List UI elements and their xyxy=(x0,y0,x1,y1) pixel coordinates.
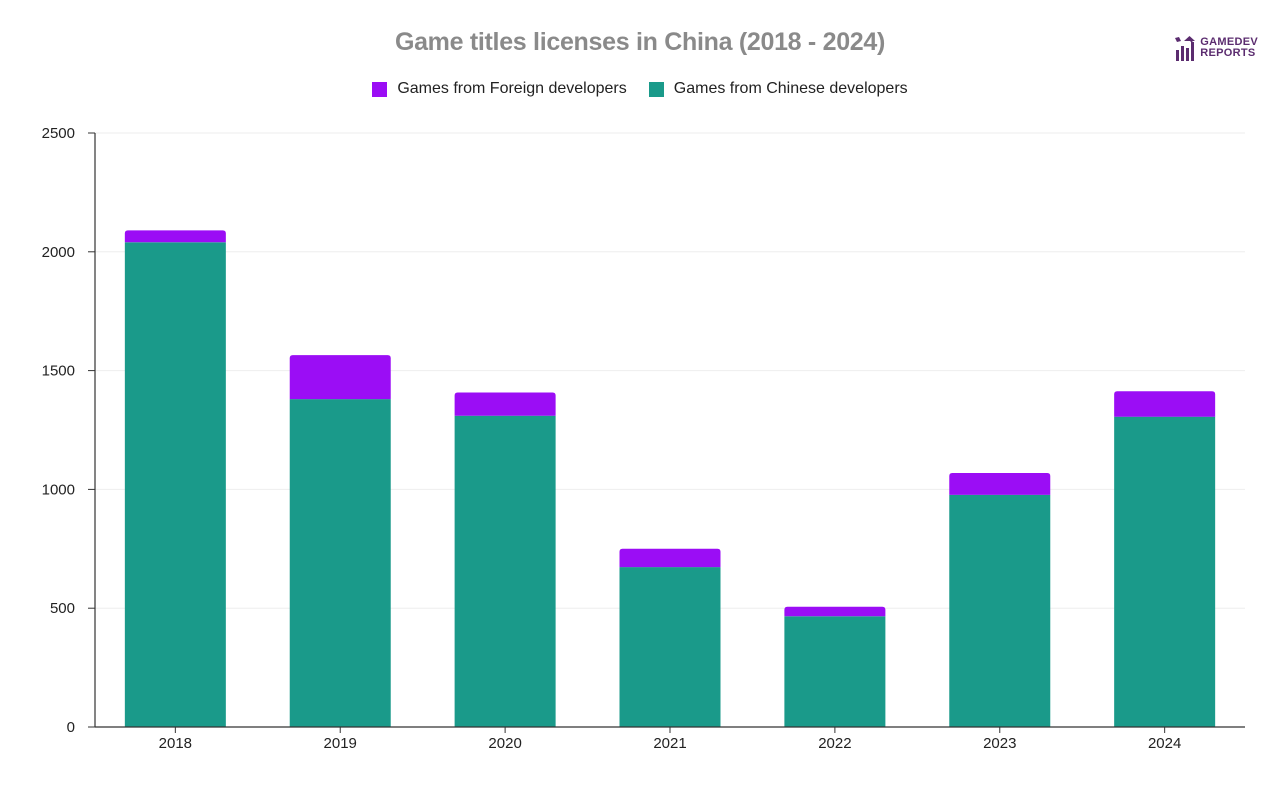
bar-chinese-2024 xyxy=(1114,416,1216,727)
y-tick-label-2000: 2000 xyxy=(42,244,75,261)
legend-label-foreign: Games from Foreign developers xyxy=(397,80,627,97)
x-tick-label-2018: 2018 xyxy=(159,735,192,752)
logo-text-line2: REPORTS xyxy=(1200,47,1256,59)
x-tick-label-2022: 2022 xyxy=(818,735,851,752)
bar-foreign-2022 xyxy=(784,606,886,617)
bar-chinese-2022 xyxy=(784,616,886,727)
chart-title: Game titles licenses in China (2018 - 20… xyxy=(394,28,886,56)
y-tick-label-1500: 1500 xyxy=(42,363,75,380)
logo-text-line1: GAMEDEV xyxy=(1200,36,1258,48)
x-tick-label-2024: 2024 xyxy=(1148,735,1181,752)
x-tick-label-2021: 2021 xyxy=(653,735,686,752)
bar-chinese-2019 xyxy=(289,399,391,727)
bar-chinese-2020 xyxy=(454,415,556,727)
legend-label-chinese: Games from Chinese developers xyxy=(673,80,908,97)
legend-swatch-chinese xyxy=(648,81,664,97)
logo-bars-icon xyxy=(1175,36,1196,61)
y-tick-label-0: 0 xyxy=(67,719,75,736)
bar-foreign-2020 xyxy=(454,392,556,416)
legend-item-chinese[interactable]: Games from Chinese developers xyxy=(648,80,908,98)
x-tick-label-2023: 2023 xyxy=(983,735,1016,752)
legend-item-foreign[interactable]: Games from Foreign developers xyxy=(372,80,627,98)
y-tick-label-2500: 2500 xyxy=(42,125,75,142)
x-tick-label-2019: 2019 xyxy=(324,735,357,752)
bar-chinese-2023 xyxy=(949,494,1051,727)
bar-chinese-2018 xyxy=(124,242,226,727)
bar-foreign-2024 xyxy=(1114,391,1216,417)
y-tick-label-1000: 1000 xyxy=(42,481,75,498)
bar-foreign-2019 xyxy=(289,355,391,400)
legend-swatch-foreign xyxy=(372,81,388,97)
gamedev-reports-logo: GAMEDEV REPORTS xyxy=(1175,34,1258,62)
logo-text: GAMEDEV REPORTS xyxy=(1200,37,1258,59)
bar-foreign-2023 xyxy=(949,473,1051,495)
bar-foreign-2021 xyxy=(619,548,721,568)
y-tick-label-500: 500 xyxy=(50,600,75,617)
bar-chinese-2021 xyxy=(619,567,721,727)
bar-foreign-2018 xyxy=(124,230,226,243)
x-tick-label-2020: 2020 xyxy=(488,735,521,752)
legend: Games from Foreign developers Games from… xyxy=(0,80,1280,98)
